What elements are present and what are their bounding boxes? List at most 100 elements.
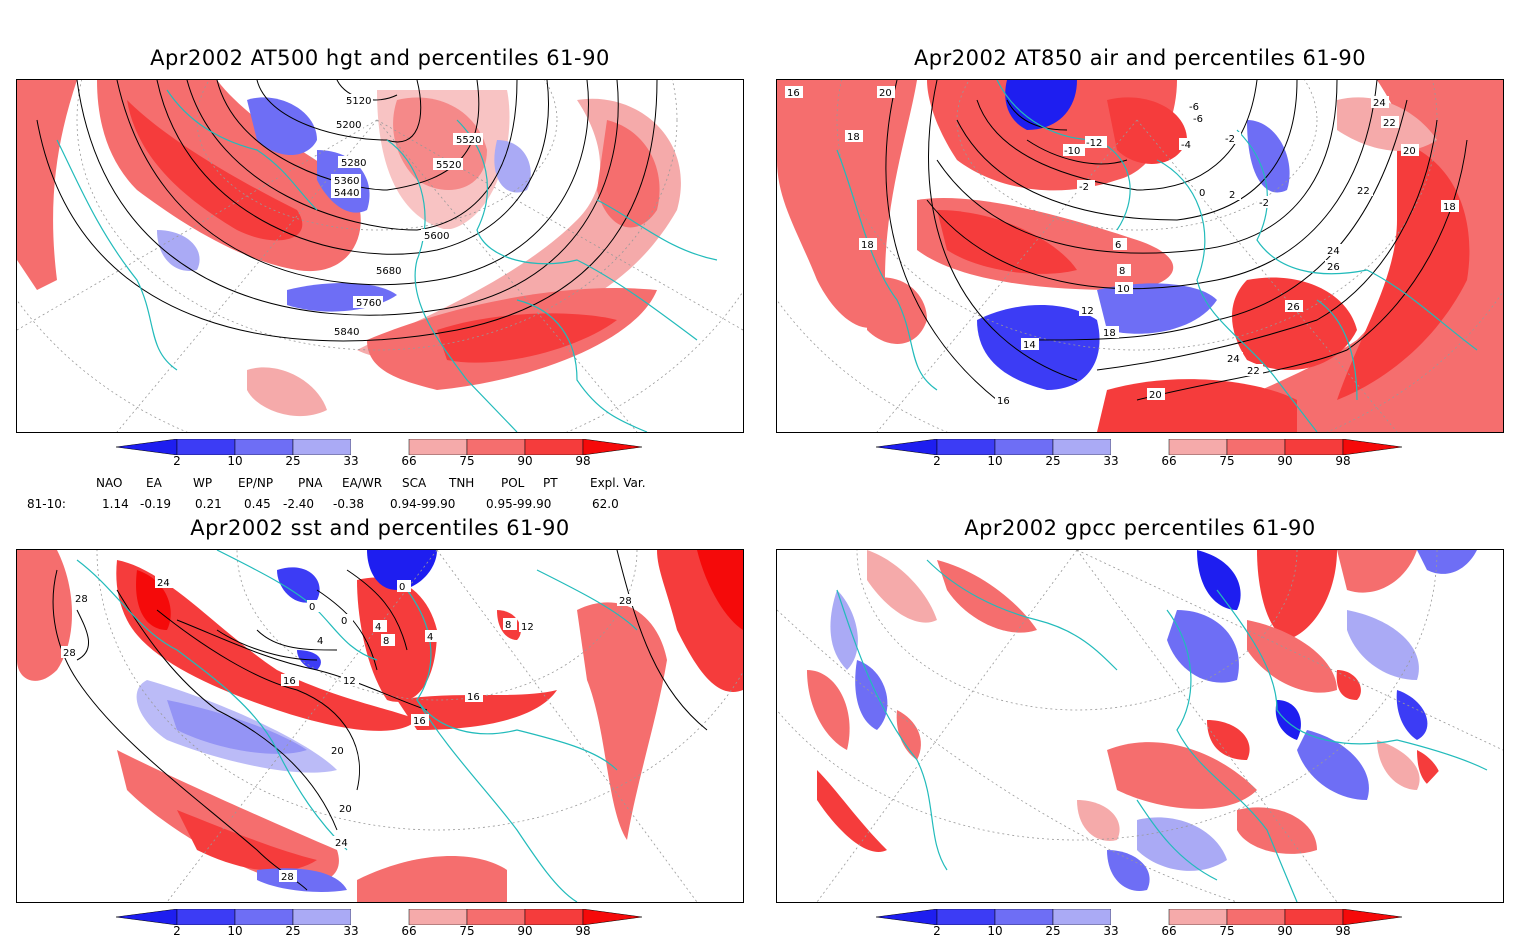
contour-label: 2	[1229, 190, 1235, 201]
colorbar-tick: 10	[227, 454, 243, 468]
contour-label: -2	[1225, 134, 1235, 145]
colorbar-tick: 75	[1219, 924, 1235, 938]
colorbar-tick: 10	[227, 924, 243, 938]
contour-label: 18	[861, 240, 874, 251]
index-value: 62.0	[592, 497, 619, 511]
contour-label: 5520	[456, 135, 481, 146]
colorbar-tick: 98	[1335, 454, 1351, 468]
map-panel-gpcc	[776, 549, 1504, 903]
contour-label: 5520	[436, 160, 461, 171]
colorbar-tick: 75	[1219, 454, 1235, 468]
contour-label: 5280	[341, 158, 366, 169]
panel-title-air850: Apr2002 AT850 air and percentiles 61-90	[913, 46, 1367, 70]
index-header: SCA	[402, 476, 427, 490]
contour-label: 4	[427, 632, 433, 643]
contour-label: 0	[399, 582, 405, 593]
colorbar-tick: 66	[401, 454, 417, 468]
colorbar-tick: 25	[285, 454, 301, 468]
colorbar-tick: 90	[1277, 454, 1293, 468]
contour-label: -6	[1189, 102, 1199, 113]
colorbar-tick: 33	[343, 454, 359, 468]
index-row-label: 81-10:	[27, 497, 66, 511]
colorbar-tick: 90	[517, 454, 533, 468]
index-header: EP/NP	[238, 476, 274, 490]
index-header: EA	[146, 476, 162, 490]
colorbar-hgt500: 2 10 25 33 66 75 90 98	[116, 439, 644, 473]
contour-label: 24	[157, 578, 170, 589]
contour-label: 26	[1327, 262, 1340, 273]
contour-label: 0	[1199, 188, 1205, 199]
colorbar-gpcc: 2 10 25 33 66 75 90 98	[876, 909, 1404, 943]
index-header: EA/WR	[342, 476, 383, 490]
contour-label: -2	[1259, 198, 1269, 209]
colorbar-tick: 98	[1335, 924, 1351, 938]
contour-label: -2	[1079, 182, 1089, 193]
colorbar-swatches	[116, 909, 643, 925]
colorbar-sst: 2 10 25 33 66 75 90 98	[116, 909, 644, 943]
contour-label: 10	[1117, 284, 1130, 295]
contour-label: 8	[505, 620, 511, 631]
contour-labels-hgt500: 5120 5200 5280 5360 5440 5520 5520 5600 …	[331, 94, 483, 338]
contour-label: 20	[331, 746, 344, 757]
colorbar-tick: 33	[1103, 454, 1119, 468]
contour-label: 5680	[376, 266, 401, 277]
contour-label: 20	[339, 804, 352, 815]
contour-label: 5840	[334, 327, 359, 338]
contour-label: 8	[383, 636, 389, 647]
colorbar-tick: 98	[575, 924, 591, 938]
contour-label: 28	[619, 596, 632, 607]
colorbar-tick: 10	[987, 454, 1003, 468]
contour-label: 0	[309, 602, 315, 613]
map-gpcc	[777, 550, 1503, 902]
contour-label: 18	[1443, 202, 1456, 213]
contour-label: 16	[787, 88, 800, 99]
contour-label: 28	[281, 872, 294, 883]
contour-label: 0	[341, 616, 347, 627]
contour-label: 16	[997, 396, 1010, 407]
contour-label: 20	[1149, 390, 1162, 401]
map-panel-sst: 24 28 28 0 0 0 4 4 8 4 12 16 16 16 20 20…	[16, 549, 744, 903]
index-header: POL	[501, 476, 525, 490]
contour-label: 16	[283, 676, 296, 687]
colorbar-tick: 75	[459, 924, 475, 938]
contour-label: -6	[1193, 114, 1203, 125]
index-header: WP	[193, 476, 213, 490]
index-header: NAO	[96, 476, 123, 490]
contour-label: 20	[1403, 146, 1416, 157]
index-value: 1.14	[102, 497, 129, 511]
colorbar-tick: 98	[575, 454, 591, 468]
map-panel-air850: 16 20 18 18 -10 -12 -2 -4 -2 -6 -6 0 2 -…	[776, 79, 1504, 433]
index-value: 0.94-99.90	[390, 497, 456, 511]
panel-title-hgt500: Apr2002 AT500 hgt and percentiles 61-90	[150, 46, 610, 70]
colorbar-tick: 90	[1277, 924, 1293, 938]
index-value: 0.45	[244, 497, 271, 511]
colorbar-tick: 66	[1161, 924, 1177, 938]
index-value: -0.19	[140, 497, 172, 511]
panel-title-gpcc: Apr2002 gpcc percentiles 61-90	[964, 516, 1316, 540]
colorbar-swatches	[876, 909, 1403, 925]
colorbar-tick: 10	[987, 924, 1003, 938]
contour-label: 28	[75, 594, 88, 605]
colorbar-tick: 90	[517, 924, 533, 938]
contour-label: 16	[413, 716, 426, 727]
contour-label: 22	[1357, 186, 1370, 197]
contour-label: 22	[1247, 366, 1260, 377]
contour-label: 22	[1383, 118, 1396, 129]
contour-label: -4	[1181, 140, 1191, 151]
contour-label: 4	[317, 636, 323, 647]
contour-label: 18	[847, 132, 860, 143]
colorbar-tick: 75	[459, 454, 475, 468]
index-value: 0.95-99.90	[486, 497, 552, 511]
contour-label: 20	[879, 88, 892, 99]
colorbar-tick: 2	[173, 454, 181, 468]
contour-label: 5120	[346, 96, 371, 107]
contour-label: 14	[1023, 340, 1036, 351]
contour-label: 5760	[356, 298, 381, 309]
colorbar-tick: 33	[1103, 924, 1119, 938]
contour-label: 24	[335, 838, 348, 849]
index-header: Expl. Var.	[590, 476, 646, 490]
contour-label: 12	[343, 676, 356, 687]
map-hgt500: 5120 5200 5280 5360 5440 5520 5520 5600 …	[17, 80, 743, 432]
index-value: -0.38	[333, 497, 365, 511]
colorbar-tick: 25	[1045, 924, 1061, 938]
